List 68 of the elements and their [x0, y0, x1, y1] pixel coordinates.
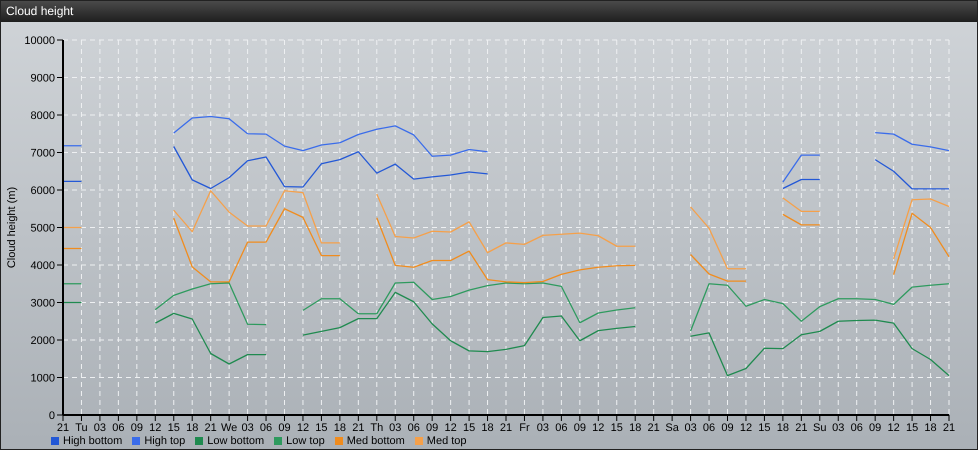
x-tick-label: 15: [906, 422, 918, 434]
x-tick-label: 06: [555, 422, 568, 434]
x-tick-label: 12: [149, 422, 162, 434]
x-tick-label: 03: [94, 422, 106, 434]
legend-label: Med bottom: [346, 435, 405, 447]
x-tick-label: 15: [315, 422, 328, 434]
x-tick-label: 09: [426, 422, 438, 434]
x-tick-label: Th: [370, 422, 384, 434]
x-tick-label: 09: [278, 422, 291, 434]
x-tick-label: 18: [481, 422, 494, 434]
x-tick-label: Tu: [75, 422, 88, 434]
x-tick-label: 12: [740, 422, 752, 434]
x-tick-label: 18: [924, 422, 937, 434]
x-tick-label: 03: [241, 422, 254, 434]
x-tick-label: 18: [334, 422, 346, 434]
x-tick-label: 06: [112, 422, 124, 434]
x-tick-label: 03: [684, 422, 697, 434]
y-tick-label: 0: [48, 410, 55, 422]
x-tick-label: 15: [168, 422, 180, 434]
legend-label: Med top: [426, 435, 467, 447]
y-tick-label: 10000: [24, 34, 55, 47]
y-tick-label: 7000: [30, 147, 55, 160]
x-tick-label: Su: [813, 422, 827, 434]
x-tick-label: 21: [56, 422, 70, 434]
x-tick-label: 21: [648, 422, 660, 434]
x-tick-label: 21: [795, 422, 808, 434]
x-tick-label: We: [220, 422, 238, 434]
x-tick-label: Fr: [519, 422, 530, 434]
x-tick-label: 18: [776, 422, 789, 434]
y-tick-label: 5000: [30, 222, 55, 234]
chart-title: Cloud height: [1, 1, 977, 22]
legend-label: Low top: [286, 435, 325, 447]
x-tick-label: 18: [186, 422, 198, 434]
x-tick-label: 21: [942, 422, 956, 434]
x-tick-label: 15: [462, 422, 476, 434]
legend-label: High top: [144, 435, 186, 447]
y-tick-label: 4000: [30, 260, 55, 272]
x-tick-label: 06: [408, 422, 420, 434]
x-tick-label: 21: [352, 422, 364, 434]
x-tick-label: 18: [629, 422, 642, 434]
x-tick-label: 09: [130, 422, 143, 434]
x-tick-label: 03: [389, 422, 402, 434]
x-tick-label: 15: [610, 422, 623, 434]
x-tick-label: 06: [260, 422, 272, 434]
y-tick-label: 3000: [30, 297, 55, 310]
x-tick-label: 03: [536, 422, 550, 434]
x-tick-label: 09: [574, 422, 586, 434]
x-tick-label: 21: [500, 422, 512, 434]
y-axis-title: Cloud height (m): [6, 186, 18, 268]
x-tick-label: Sa: [665, 422, 680, 434]
legend-label: Low bottom: [207, 435, 264, 447]
y-tick-label: 6000: [30, 184, 55, 197]
x-tick-label: 12: [592, 422, 604, 434]
x-tick-label: 12: [444, 422, 457, 434]
x-tick-label: 03: [832, 422, 844, 434]
y-tick-label: 1000: [30, 372, 55, 384]
x-tick-label: 06: [702, 422, 716, 434]
y-tick-label: 9000: [30, 72, 55, 84]
y-tick-label: 2000: [30, 334, 55, 347]
legend-label: High bottom: [63, 435, 122, 447]
x-tick-label: 21: [204, 422, 217, 434]
x-tick-label: 06: [850, 422, 863, 434]
x-tick-label: 09: [869, 422, 882, 434]
x-tick-label: 09: [721, 422, 734, 434]
x-tick-label: 15: [758, 422, 771, 434]
x-tick-label: 12: [888, 422, 900, 434]
x-tick-label: 12: [296, 422, 310, 434]
y-tick-label: 8000: [30, 110, 55, 122]
